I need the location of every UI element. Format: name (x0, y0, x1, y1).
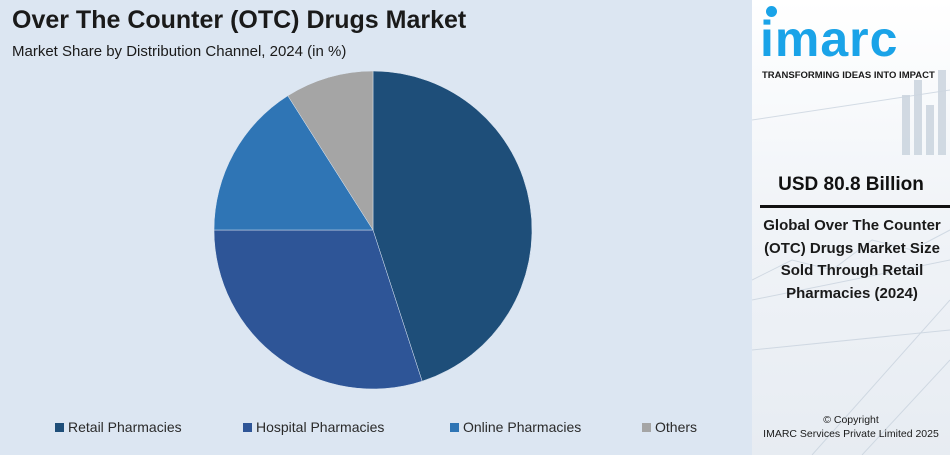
pie-slice-hospital-pharmacies (213, 229, 423, 390)
legend-swatch (450, 422, 459, 432)
pie-slice-retail-pharmacies (372, 70, 533, 382)
copyright-line-2: IMARC Services Private Limited 2025 (763, 428, 939, 440)
legend-label: Online Pharmacies (463, 419, 582, 435)
legend-swatch (55, 422, 64, 432)
legend-label: Hospital Pharmacies (256, 419, 385, 435)
legend-item-hospital-pharmacies: Hospital Pharmacies (243, 419, 384, 435)
legend-label: Others (655, 419, 698, 435)
chart-title: Over The Counter (OTC) Drugs Market (12, 6, 467, 34)
pie-chart (213, 70, 533, 390)
legend-swatch (642, 422, 651, 432)
logo-dot-icon (766, 6, 777, 17)
divider (760, 205, 950, 208)
copyright-line-1: © Copyright (823, 414, 879, 426)
legend-item-others: Others (642, 419, 697, 435)
pie-slice-online-pharmacies (213, 95, 374, 231)
pie-slice-others (287, 70, 374, 231)
market-size-description: Global Over The Counter (OTC) Drugs Mark… (763, 217, 941, 302)
logo-wordmark: imarc (760, 11, 899, 67)
chart-legend: Retail Pharmacies Hospital Pharmacies On… (0, 419, 752, 439)
copyright: © Copyright IMARC Services Private Limit… (752, 413, 950, 441)
legend-swatch (243, 422, 252, 432)
chart-panel: Over The Counter (OTC) Drugs Market Mark… (0, 0, 752, 455)
brand-tagline: TRANSFORMING IDEAS INTO IMPACT (762, 70, 935, 81)
background-decoration (752, 70, 950, 455)
market-size-value: USD 80.8 Billion (778, 174, 924, 195)
legend-item-retail-pharmacies: Retail Pharmacies (55, 419, 182, 435)
legend-item-online-pharmacies: Online Pharmacies (450, 419, 581, 435)
chart-subtitle: Market Share by Distribution Channel, 20… (12, 43, 347, 60)
imarc-logo: imarc (760, 4, 946, 84)
legend-label: Retail Pharmacies (68, 419, 182, 435)
info-panel: imarc TRANSFORMING IDEAS INTO IMPACT USD… (752, 0, 950, 455)
